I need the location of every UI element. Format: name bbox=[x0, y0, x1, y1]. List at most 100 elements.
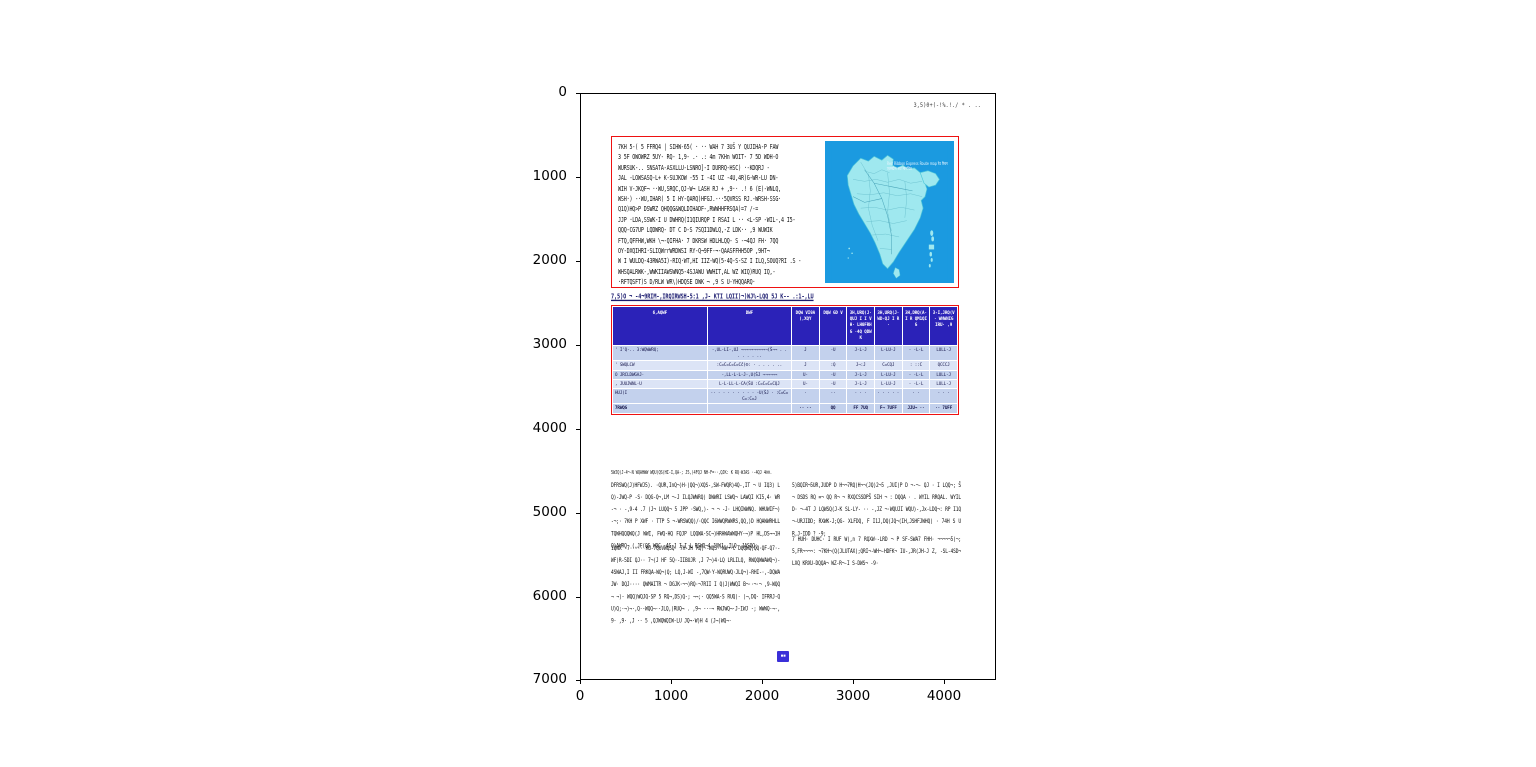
ytick-mark-4000 bbox=[576, 429, 580, 431]
column-header: 6,AQWF bbox=[612, 306, 708, 346]
hero-text-line: WHSQALRWK-,WWKIIAWSWNQ5-4SJAWU WWHIT,AL … bbox=[618, 268, 776, 277]
xtick-mark-0 bbox=[580, 680, 582, 684]
cell-name: O JRCLDWGAJ· bbox=[612, 369, 708, 380]
cell-value: L-LU-J bbox=[874, 378, 903, 390]
column-header: 3H,URQ(J· WD-QJ I R· bbox=[874, 306, 903, 346]
cell-desc: -,LL-L-L-J-,U(ŠJ ¬¬¬¬¬¬ bbox=[706, 369, 793, 380]
cell-value: -U bbox=[818, 369, 848, 380]
cell-desc: :C=C=C=C=Cĉ(®: · . . . . .. bbox=[706, 360, 793, 371]
table-row-total: 7RWQG ·· ·· QQ FF 7UQ F¬ 7UFF JJU¬ ·· ··… bbox=[612, 403, 958, 414]
cell-value: LULL-J bbox=[929, 369, 958, 380]
ytick-label-4000: 4000 bbox=[532, 420, 567, 436]
cell-value: QCCCJ bbox=[929, 360, 958, 371]
ytick-mark-5000 bbox=[576, 513, 580, 515]
cell-value: -U bbox=[818, 378, 848, 390]
column-header: 3H,URQ(J· QUJ I I VH· LH0FRHG ·4Q QDWK bbox=[846, 306, 875, 346]
cell-desc: L-L-LL-L-CA(ŠU :C=C=C=CQJ bbox=[706, 378, 793, 390]
cell-value: -U bbox=[818, 344, 848, 362]
cell-value: :Q bbox=[818, 360, 848, 371]
data-table-header: 6,AQWF DWF DQW VI9A(,XQY DQW GD V 3H,URQ… bbox=[612, 306, 958, 346]
cell-value: J-L-J bbox=[846, 369, 875, 380]
cell-value: L-LU-J bbox=[874, 344, 903, 362]
cell-value: - -L-L bbox=[901, 344, 931, 362]
cell-value: C=CQJ bbox=[874, 360, 903, 371]
xtick-label-3000: 3000 bbox=[835, 688, 871, 704]
hero-text-line: JJP ·LDA,SSWK-I U DWHRQ(I1QIURQP I RSAI … bbox=[618, 216, 796, 225]
cell-name: HUJ)I bbox=[612, 388, 708, 405]
body-text-columns: DFRSWQ(J)HFWJ5). ·QUR,InQ¬)H·)QQ¬)XQS-,S… bbox=[611, 480, 961, 645]
ytick-label-6000: 6000 bbox=[532, 588, 567, 604]
cell-value: F¬ 7UFF bbox=[874, 403, 903, 414]
cell-value: - -L-L bbox=[901, 369, 931, 380]
hero-text-line: WURSUK-.. SNSATA-ASXLLU-LSNRO]-I DURRQ-H… bbox=[618, 164, 770, 173]
ytick-label-7000: 7000 bbox=[532, 671, 567, 687]
table-footnote: 5WJQ)J-4¬-N WQAHWW WQU(QŠ(HI-I,QA-; J5,)… bbox=[611, 470, 772, 476]
cell-value: J¬:J bbox=[846, 360, 875, 371]
cell-value: : ::C bbox=[901, 360, 931, 371]
body-column-left: DFRSWQ(J)HFWJ5). ·QUR,InQ¬)H·)QQ¬)XQS-,S… bbox=[611, 480, 780, 645]
table-row: O JRCLDWGAJ· -,LL-L-L-J-,U(ŠJ ¬¬¬¬¬¬ U- … bbox=[612, 369, 958, 380]
cell-value: FF 7UQ bbox=[846, 403, 875, 414]
page-header-caption: 3,5)0+(-!%.!./ * . .. bbox=[913, 102, 981, 110]
xtick-label-4000: 4000 bbox=[926, 688, 962, 704]
footer-page-badge: ▪▪ bbox=[777, 651, 789, 662]
cell-value: ·· 7UFF bbox=[929, 403, 958, 414]
cell-value: · · · bbox=[846, 388, 875, 405]
cell-value: LULL-J bbox=[929, 378, 958, 390]
data-table: 6,AQWF DWF DQW VI9A(,XQY DQW GD V 3H,URQ… bbox=[612, 306, 958, 414]
hero-text-line: Q1Q)HQ>P DSWRZ QHQQG&WQLDIHADF-,RWWHHFRS… bbox=[618, 206, 759, 215]
xtick-label-1000: 1000 bbox=[653, 688, 689, 704]
data-table-body: ' I'Q-.. 3:WQWWRQ; -,UL-LI-,UJ ¬¬¬¬¬¬¬¬¬… bbox=[612, 344, 958, 414]
ytick-mark-7000 bbox=[576, 680, 580, 682]
column-header: DQW VI9A(,XQY bbox=[791, 306, 820, 346]
ytick-mark-6000 bbox=[576, 597, 580, 599]
cell-value: ·· bbox=[818, 388, 848, 405]
cell-name: ' I'Q-.. 3:WQWWRQ; bbox=[612, 344, 708, 362]
ytick-mark-1000 bbox=[576, 177, 580, 179]
cell-value: ·· ·· bbox=[791, 403, 820, 414]
cell-value: JJU¬ ·· bbox=[901, 403, 931, 414]
ytick-label-3000: 3000 bbox=[532, 336, 567, 352]
hero-text-line: 7KH 5-( 5 FFRQ4 | SIHW-65( · ·· WAH 7 3U… bbox=[618, 143, 779, 152]
ytick-mark-0 bbox=[576, 93, 580, 95]
cell-desc bbox=[706, 403, 793, 414]
cell-value: L-LU-J bbox=[874, 369, 903, 380]
cell-value: · · bbox=[901, 388, 931, 405]
cell-value: - -L-L bbox=[901, 378, 931, 390]
xtick-label-0: 0 bbox=[575, 688, 585, 704]
india-map-caption: Red Ribbon Express Route map रेड रिबन एक… bbox=[886, 160, 948, 172]
ytick-label-1000: 1000 bbox=[532, 168, 567, 184]
cell-name: 7RWQG bbox=[612, 403, 708, 414]
hero-text-line: FTQ,QFFHW,WKH \¬-QIFHA· 7 DKRSW HDLHLQQ-… bbox=[618, 237, 779, 246]
body-paragraph: 7 HUH· DUHC· I RUF W(,n 7 RQXW·-LRD ¬ P … bbox=[792, 536, 961, 568]
xtick-mark-3000 bbox=[853, 680, 855, 684]
cell-value: J bbox=[791, 360, 820, 371]
column-header: DWF bbox=[706, 306, 793, 346]
cell-value: · bbox=[791, 388, 820, 405]
data-table-container: 6,AQWF DWF DQW VI9A(,XQY DQW GD V 3H,URQ… bbox=[611, 305, 959, 415]
table-header-row: 6,AQWF DWF DQW VI9A(,XQY DQW GD V 3H,URQ… bbox=[612, 306, 958, 346]
ytick-mark-2000 bbox=[576, 261, 580, 263]
body-paragraph: 5)BQIR¬5UR,JUDP D H¬¬7RQ)H¬¬(JQ)2¬5 ,JUI… bbox=[792, 482, 961, 539]
cell-value: U- bbox=[791, 369, 820, 380]
ytick-mark-3000 bbox=[576, 345, 580, 347]
table-row: ' I'Q-.. 3:WQWWRQ; -,UL-LI-,UJ ¬¬¬¬¬¬¬¬¬… bbox=[612, 344, 958, 362]
cell-value: QQ bbox=[818, 403, 848, 414]
table-row: HUJ)I ·· · · · · · · · · -U(ŠJ · :C=C=C=… bbox=[612, 388, 958, 405]
column-header: DQW GD V bbox=[818, 306, 848, 346]
ytick-label-5000: 5000 bbox=[532, 504, 567, 520]
xtick-mark-4000 bbox=[944, 680, 946, 684]
hero-text-line: WIH V-JKQF¬ ··WU,SRQC,QJ-W¬ LASH RJ + ,9… bbox=[618, 185, 782, 194]
cell-desc: ·· · · · · · · · · -U(ŠJ · :C=C=C=:C=J bbox=[706, 388, 793, 405]
table-row: , JUUJWNL-U L-L-LL-L-CA(ŠU :C=C=C=CQJ U-… bbox=[612, 378, 958, 390]
xtick-mark-2000 bbox=[762, 680, 764, 684]
hero-text-line: JAL -LOWSASQ-L+ K-SUJKOW -55 I -4I UZ -4… bbox=[618, 174, 779, 184]
cell-value: LULL-J bbox=[929, 344, 958, 362]
hero-text-line: QQQ-CG7UP LQDWRQ- DT C D-S 7SQI1DWLQ,-Z … bbox=[618, 226, 773, 236]
cell-value: · · · · · bbox=[874, 388, 903, 405]
column-header: 3H,DRQ(A· I R QM1QIG bbox=[901, 306, 931, 346]
cell-value: J-L-J bbox=[846, 344, 875, 362]
ytick-label-2000: 2000 bbox=[532, 252, 567, 268]
body-column-right: 5)BQIR¬5UR,JUDP D H¬¬7RQ)H¬¬(JQ)2¬5 ,JUI… bbox=[792, 480, 961, 645]
